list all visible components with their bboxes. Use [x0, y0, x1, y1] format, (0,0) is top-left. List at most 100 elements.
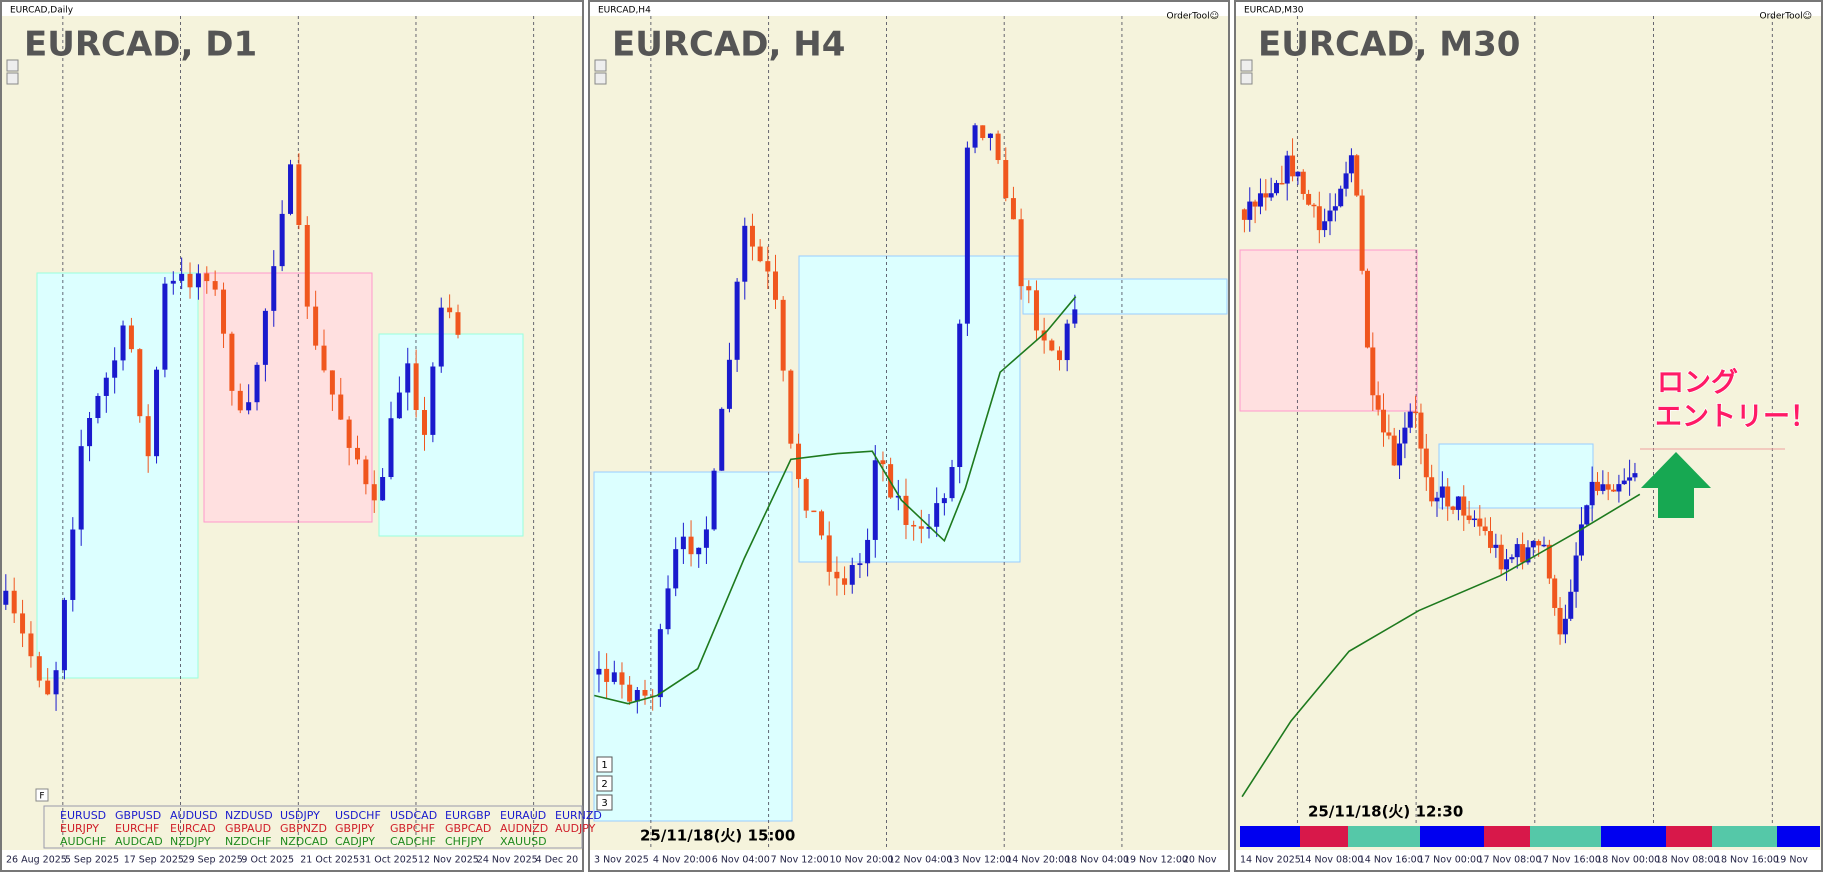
candle-body	[447, 307, 453, 313]
symbol-button[interactable]: EURCHF	[115, 822, 159, 835]
candle-body	[1279, 182, 1285, 185]
symbol-button[interactable]: CHFJPY	[445, 835, 484, 848]
candle-body	[1568, 591, 1574, 619]
timestamp: 25/11/18(火) 15:00	[640, 827, 795, 845]
candle-body	[911, 524, 917, 527]
symbol-button[interactable]: EURGBP	[445, 809, 491, 822]
candle-body	[903, 495, 909, 525]
candle-body	[1018, 219, 1024, 287]
symbol-button[interactable]: EURNZD	[555, 809, 602, 822]
number-button-label: 3	[601, 798, 607, 809]
candle-body	[1332, 206, 1338, 211]
candle-body	[363, 459, 369, 485]
symbol-button[interactable]: NZDUSD	[225, 809, 273, 822]
candle-body	[355, 447, 361, 460]
time-label: 21 Oct 2025	[300, 855, 359, 866]
title-bar	[2, 2, 582, 16]
scroll-button[interactable]	[1240, 72, 1253, 85]
title-bar	[1236, 2, 1821, 16]
symbol-button[interactable]: GBPJPY	[335, 822, 374, 835]
candle-body	[696, 547, 702, 555]
symbol-button[interactable]: USDCAD	[390, 809, 437, 822]
candle-body	[657, 629, 663, 698]
moving-average	[594, 296, 1077, 705]
zone-box	[1022, 278, 1228, 315]
symbol-button[interactable]: CADCHF	[390, 835, 436, 848]
candle-body	[262, 310, 268, 365]
scroll-button[interactable]	[594, 72, 607, 85]
f-button[interactable]	[35, 788, 49, 802]
candle-body	[1557, 607, 1563, 635]
order-tool[interactable]: OrderTool☺	[1167, 11, 1219, 22]
symbol-button[interactable]: GBPCAD	[445, 822, 491, 835]
candle-body	[1536, 541, 1542, 546]
candle-body	[70, 529, 76, 600]
scroll-button[interactable]	[594, 59, 607, 72]
symbol-button[interactable]: USDJPY	[280, 809, 320, 822]
candle-body	[1247, 201, 1253, 220]
symbol-button[interactable]: NZDCAD	[280, 835, 328, 848]
symbol-button[interactable]: GBPCHF	[390, 822, 435, 835]
symbol-button[interactable]: CADJPY	[335, 835, 375, 848]
symbol-button[interactable]: AUDJPY	[555, 822, 596, 835]
annotation: エントリー！	[1655, 402, 1817, 433]
candle-body	[1327, 210, 1333, 222]
candle-body	[405, 363, 411, 393]
candle-body	[1445, 486, 1451, 507]
candle-body	[918, 526, 924, 529]
symbol-button[interactable]: AUDCHF	[60, 835, 106, 848]
candle-body	[1562, 618, 1568, 635]
candle-body	[1033, 290, 1039, 331]
order-tool[interactable]: OrderTool☺	[1760, 11, 1812, 22]
symbol-label: EURCAD, H4	[612, 25, 845, 65]
session-bar	[1240, 826, 1300, 847]
zone-box	[593, 471, 793, 822]
symbol-button[interactable]: GBPUSD	[115, 809, 161, 822]
candle-body	[1311, 204, 1317, 207]
candle-body	[872, 460, 878, 540]
scroll-button[interactable]	[6, 72, 19, 85]
candle-body	[413, 363, 419, 411]
symbol-button[interactable]: NZDCHF	[225, 835, 272, 848]
candle-body	[849, 565, 855, 585]
candle-body	[596, 668, 602, 675]
candle-body	[780, 299, 786, 371]
scroll-button[interactable]	[1240, 59, 1253, 72]
symbol-button[interactable]: GBPNZD	[280, 822, 327, 835]
candle-body	[246, 402, 252, 411]
number-button[interactable]	[596, 756, 613, 773]
candle-body	[11, 590, 17, 614]
candle-body	[145, 416, 151, 457]
candle-body	[1461, 496, 1467, 516]
candle-body	[1525, 547, 1531, 563]
candle-body	[1397, 443, 1403, 466]
scroll-button[interactable]	[6, 59, 19, 72]
candle-body	[1003, 160, 1009, 199]
symbol-panel-frame	[43, 805, 583, 849]
symbol-button[interactable]: EURUSD	[60, 809, 106, 822]
symbol-button[interactable]: NZDJPY	[170, 835, 211, 848]
number-button-label: 2	[601, 779, 607, 790]
symbol-button[interactable]: GBPAUD	[225, 822, 271, 835]
symbol-button[interactable]: AUDCAD	[115, 835, 163, 848]
number-button[interactable]	[596, 794, 613, 811]
time-label: 12 Nov 04:00	[888, 855, 952, 866]
candle-body	[1488, 531, 1494, 548]
symbol-button[interactable]: AUDUSD	[170, 809, 218, 822]
candle-body	[1306, 193, 1312, 205]
symbol-button[interactable]: EURCAD	[170, 822, 216, 835]
time-label: 17 Nov 00:00	[1418, 855, 1482, 866]
symbol-button[interactable]: EURAUD	[500, 809, 546, 822]
candle-body	[1530, 541, 1536, 548]
time-label: 17 Sep 2025	[124, 855, 184, 866]
number-button[interactable]	[596, 775, 613, 792]
candle-body	[1041, 330, 1047, 341]
symbol-button[interactable]: USDCHF	[335, 809, 381, 822]
number-button-label: 1	[601, 760, 607, 771]
symbol-button[interactable]: XAUUSD	[500, 835, 547, 848]
symbol-button[interactable]: EURJPY	[60, 822, 99, 835]
symbol-button[interactable]: AUDNZD	[500, 822, 548, 835]
candle-body	[1290, 155, 1296, 177]
candle-body	[834, 571, 840, 579]
candle-body	[1455, 496, 1461, 510]
